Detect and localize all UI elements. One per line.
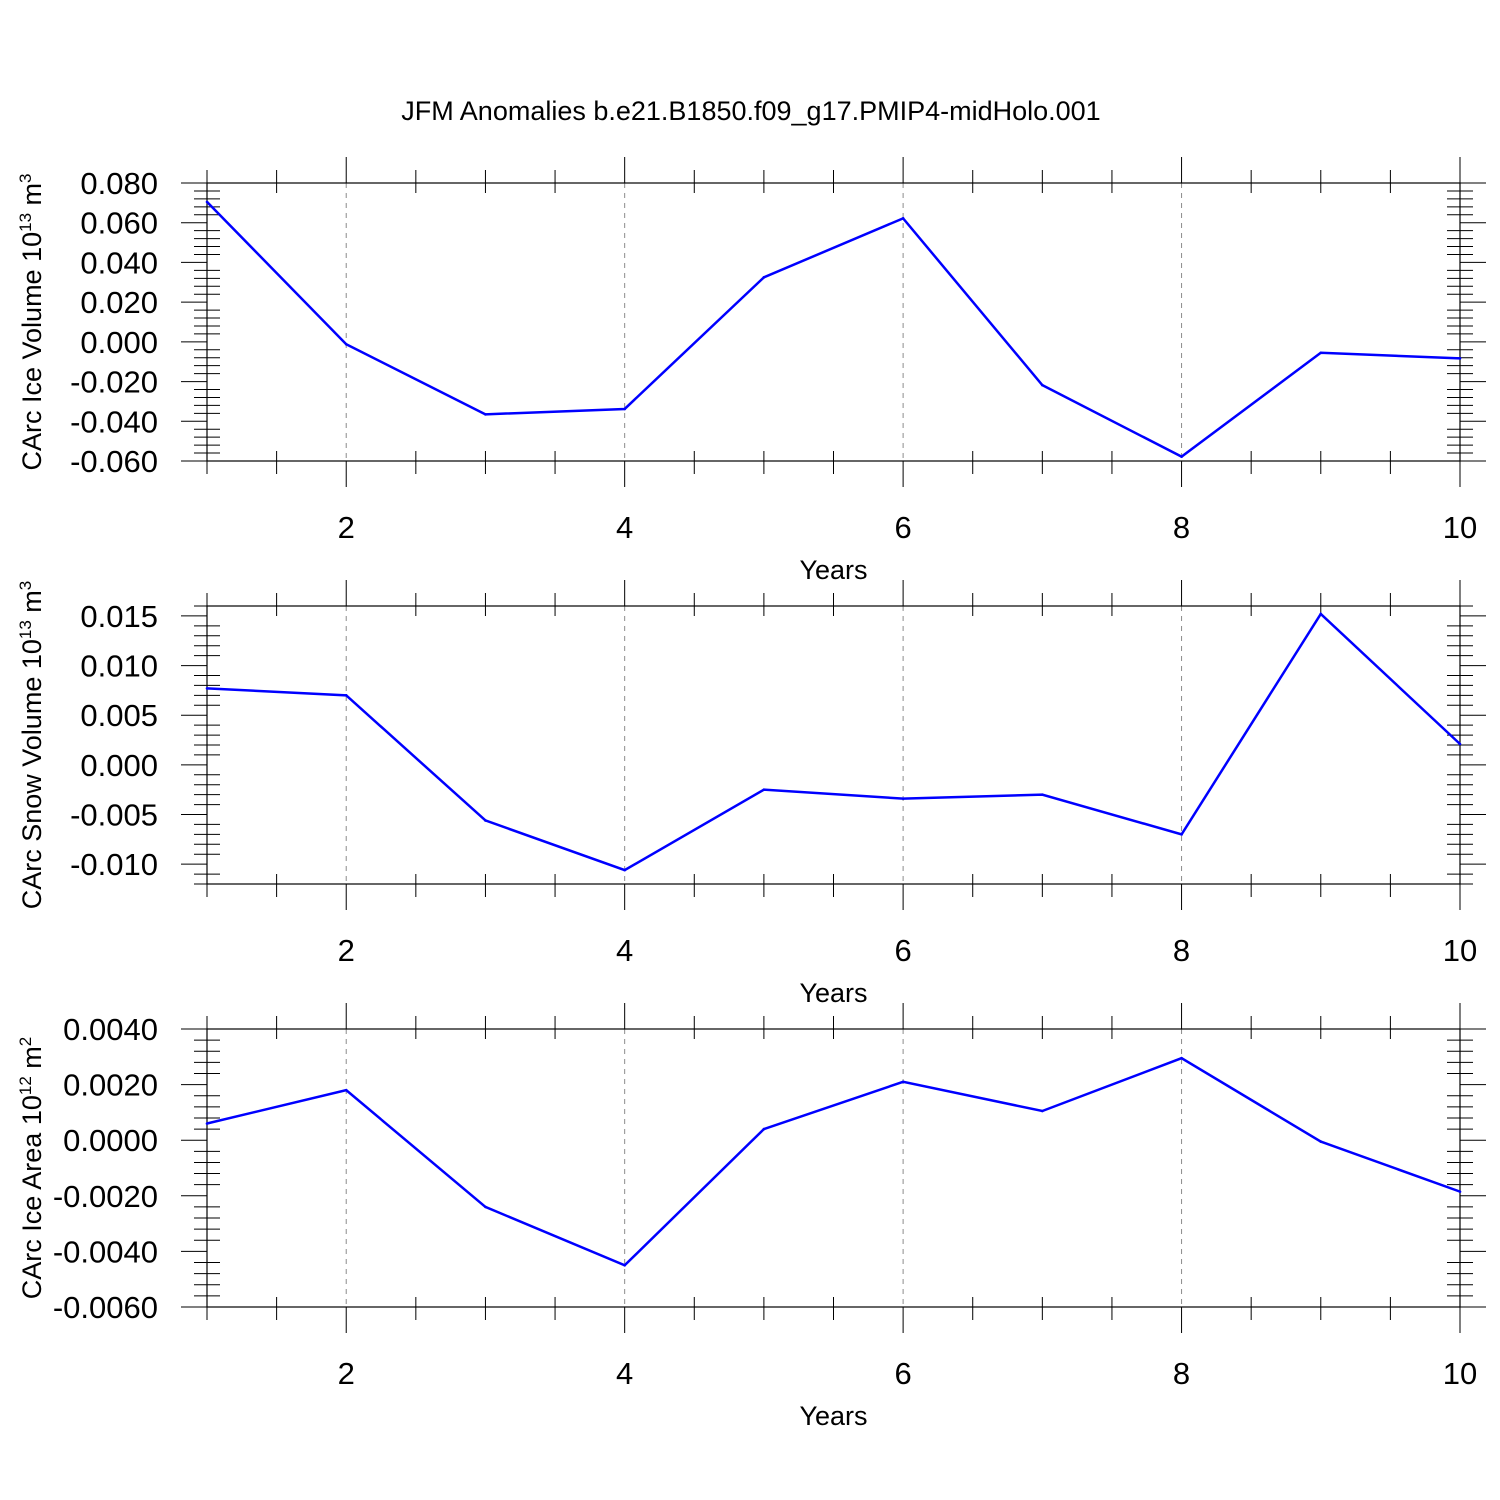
- x-tick-label: 8: [1173, 510, 1190, 545]
- data-point: [1319, 351, 1323, 355]
- data-point: [623, 407, 626, 411]
- y-tick-label: 0.0000: [63, 1123, 158, 1158]
- x-tick-label: 2: [338, 933, 355, 968]
- data-point: [1180, 1056, 1183, 1060]
- y-tick-label: 0.080: [80, 166, 158, 201]
- data-point: [344, 694, 348, 697]
- y-tick-label: -0.0020: [53, 1179, 158, 1214]
- y-tick-label: -0.040: [70, 404, 158, 439]
- data-point: [1458, 1190, 1462, 1193]
- data-point: [1041, 793, 1044, 796]
- x-tick-label: 6: [894, 933, 911, 968]
- data-point: [1458, 357, 1462, 360]
- x-tick-label: 6: [894, 1356, 911, 1391]
- data-point: [623, 1264, 626, 1267]
- data-point: [484, 819, 487, 822]
- x-tick-label: 4: [616, 1356, 633, 1391]
- x-tick-label: 2: [338, 510, 355, 545]
- y-tick-label: 0.015: [80, 599, 158, 634]
- data-point: [344, 342, 348, 346]
- data-point: [1041, 1109, 1044, 1113]
- data-point: [901, 217, 905, 220]
- data-point: [1041, 383, 1044, 387]
- y-tick-label: 0.060: [80, 206, 158, 241]
- panel-snow-volume: -0.010 -0.005 0.000 0.005 0.010 0.015 2 4 6 8 10 Ye…: [16, 580, 1486, 1008]
- y-tick-label: 0.0040: [63, 1012, 158, 1047]
- data-point: [205, 687, 209, 690]
- x-tick-label: 10: [1443, 933, 1477, 968]
- y-axis-title: CArc Ice Volume 1013 m3: [16, 173, 47, 470]
- y-tick-label: -0.020: [70, 365, 158, 400]
- data-point: [344, 1088, 348, 1092]
- data-point: [901, 797, 905, 800]
- data-point: [1319, 1140, 1323, 1143]
- data-point: [762, 1127, 766, 1131]
- data-point: [1458, 742, 1462, 746]
- figure-title: JFM Anomalies b.e21.B1850.f09_g17.PMIP4-…: [401, 96, 1100, 126]
- y-tick-label: -0.0040: [53, 1234, 158, 1269]
- x-tick-label: 4: [616, 510, 633, 545]
- series-line-snow-volume: [206, 611, 1461, 872]
- x-tick-label: 4: [616, 933, 633, 968]
- series-line-ice-volume: [206, 200, 1461, 459]
- data-point: [762, 788, 766, 791]
- data-point: [623, 868, 626, 872]
- panel-ice-volume: -0.060 -0.040 -0.020 0.000 0.020 0.040 0.060 0.…: [16, 157, 1486, 585]
- data-point: [901, 1080, 905, 1084]
- panel-ice-area: -0.0060 -0.0040 -0.0020 0.0000 0.0020 0.0040 2…: [16, 1003, 1486, 1431]
- x-tick-label: 10: [1443, 1356, 1477, 1391]
- y-tick-label: 0.005: [80, 698, 158, 733]
- data-point: [1319, 612, 1323, 616]
- data-point: [1180, 833, 1183, 836]
- data-point: [1180, 455, 1183, 458]
- y-tick-label: 0.000: [80, 325, 158, 360]
- data-point: [205, 200, 209, 204]
- y-tick-label: 0.0020: [63, 1068, 158, 1103]
- y-tick-label: -0.0060: [53, 1290, 158, 1325]
- y-tick-label: -0.005: [70, 798, 158, 833]
- y-tick-label: 0.000: [80, 748, 158, 783]
- x-axis-title: Years: [799, 555, 867, 585]
- y-tick-label: 0.020: [80, 285, 158, 320]
- data-point: [484, 413, 487, 416]
- y-tick-label: -0.010: [70, 847, 158, 882]
- x-axis-title: Years: [799, 978, 867, 1008]
- y-axis-title: CArc Ice Area 1012 m2: [16, 1037, 47, 1300]
- x-tick-label: 10: [1443, 510, 1477, 545]
- y-tick-label: 0.040: [80, 245, 158, 280]
- y-axis-title: CArc Snow Volume 1013 m3: [16, 581, 47, 910]
- x-tick-label: 8: [1173, 1356, 1190, 1391]
- y-tick-label: 0.010: [80, 649, 158, 684]
- data-point: [762, 276, 766, 279]
- panels-group: -0.060 -0.040 -0.020 0.000 0.020 0.040 0.060 0.…: [16, 157, 1486, 1431]
- x-tick-label: 6: [894, 510, 911, 545]
- x-tick-label: 8: [1173, 933, 1190, 968]
- series-line-ice-area: [206, 1056, 1461, 1267]
- x-axis-title: Years: [799, 1401, 867, 1431]
- data-point: [484, 1205, 487, 1209]
- data-point: [205, 1122, 209, 1125]
- x-tick-label: 2: [338, 1356, 355, 1391]
- y-tick-label: -0.060: [70, 444, 158, 479]
